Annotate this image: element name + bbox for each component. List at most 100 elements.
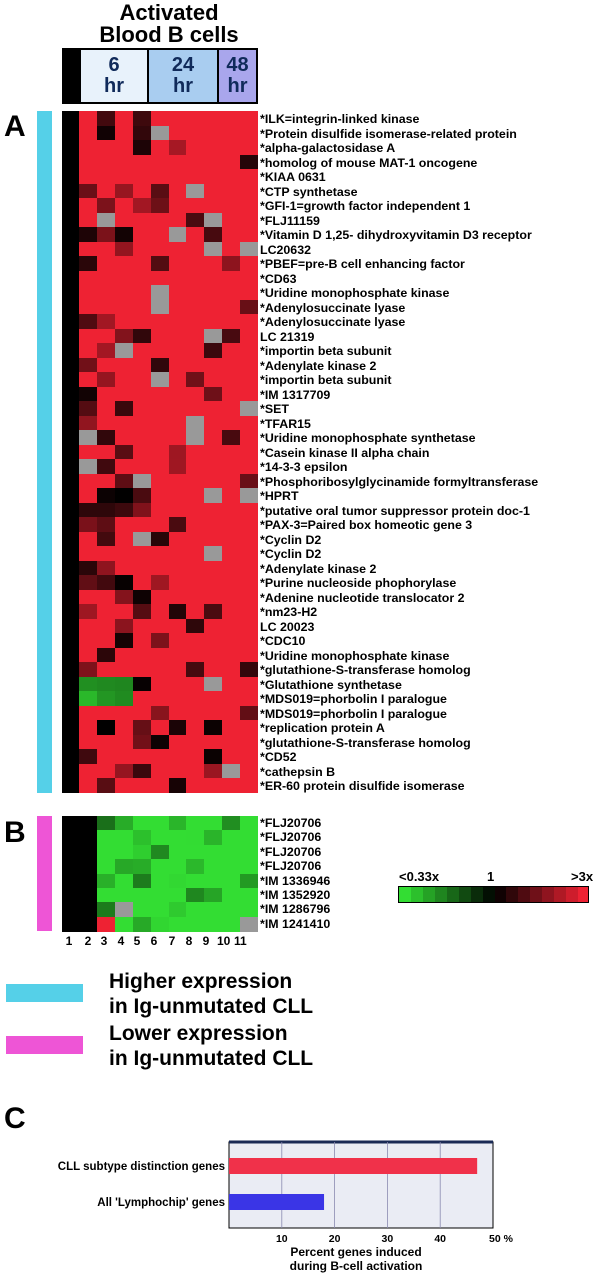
scale-segment — [518, 887, 531, 902]
heatmap-cell — [96, 227, 116, 243]
heatmap-cell — [222, 575, 241, 591]
heatmap-cell — [186, 241, 205, 257]
heatmap-cell — [114, 902, 134, 918]
heatmap-cell — [96, 111, 116, 126]
scale-segment — [566, 887, 579, 902]
heatmap-cell — [204, 749, 223, 765]
heatmap-cell — [240, 734, 259, 750]
heatmap-cell — [204, 887, 223, 903]
heatmap-cell — [62, 575, 80, 591]
heatmap-cell — [132, 844, 152, 860]
gene-label: *FLJ20706 — [260, 830, 322, 845]
gene-label: *Adenylosuccinate lyase — [260, 315, 406, 330]
heatmap-cell — [132, 488, 152, 504]
heatmap-cell — [62, 111, 80, 126]
heatmap-cell — [132, 415, 152, 431]
heatmap-cell — [79, 778, 98, 794]
heatmap-cell — [150, 343, 169, 359]
heatmap-cell — [204, 902, 223, 918]
heatmap-cell — [186, 169, 205, 185]
heatmap-cell — [222, 299, 241, 315]
heatmap-cell — [150, 111, 169, 126]
heatmap-cell — [96, 328, 116, 344]
heatmap-cell — [222, 343, 241, 359]
heatmap-cell — [114, 154, 134, 170]
heatmap-cell — [204, 763, 223, 779]
heatmap-cell — [204, 111, 223, 126]
heatmap-cell — [79, 125, 98, 141]
chart-tick-label: 30 — [382, 1233, 394, 1245]
heatmap-cell — [150, 386, 169, 402]
heatmap-cell — [204, 691, 223, 707]
heatmap-cell — [186, 604, 205, 620]
heatmap-cell — [222, 778, 241, 794]
heatmap-cell — [150, 473, 169, 489]
gene-label: *IM 1352920 — [260, 887, 331, 902]
heatmap-cell — [79, 314, 98, 330]
heatmap-cell — [96, 633, 116, 649]
heatmap-cell — [186, 111, 205, 126]
heatmap-cell — [114, 662, 134, 678]
scale-segment — [399, 887, 412, 902]
heatmap-cell — [186, 198, 205, 214]
gene-label: *CTP synthetase — [260, 184, 358, 199]
heatmap-cell — [96, 314, 116, 330]
heatmap-cell — [168, 227, 187, 243]
heatmap-cell — [114, 111, 134, 126]
gene-label: *cathepsin B — [260, 764, 336, 779]
heatmap-cell — [132, 140, 152, 156]
heatmap-cell — [204, 676, 223, 692]
scale-segment — [506, 887, 519, 902]
heatmap-cell — [186, 299, 205, 315]
heatmap-cell — [79, 299, 98, 315]
heatmap-cell — [168, 546, 187, 562]
heatmap-cell — [96, 285, 116, 301]
heatmap-cell — [240, 343, 259, 359]
heatmap-cell — [186, 444, 205, 460]
heatmap-cell — [132, 212, 152, 228]
heatmap-cell — [79, 502, 98, 518]
heatmap-cell — [168, 575, 187, 591]
heatmap-cell — [62, 299, 80, 315]
heatmap-cell — [150, 887, 169, 903]
heatmap-cell — [150, 517, 169, 533]
heatmap-cell — [114, 887, 134, 903]
heatmap-cell — [114, 372, 134, 388]
legend-lower-line1: Lower expression — [109, 1022, 288, 1045]
heatmap-cell — [79, 691, 98, 707]
heatmap-cell — [79, 169, 98, 185]
heatmap-cell — [240, 299, 259, 315]
heatmap-cell — [186, 778, 205, 794]
heatmap-cell — [132, 633, 152, 649]
heatmap-cell — [204, 816, 223, 831]
heatmap-cell — [62, 531, 80, 547]
heatmap-cell — [79, 560, 98, 576]
heatmap-cell — [204, 386, 223, 402]
heatmap-cell — [114, 343, 134, 359]
heatmap-cell — [222, 154, 241, 170]
heatmap-cell — [204, 473, 223, 489]
heatmap-cell — [114, 314, 134, 330]
gene-label: *Uridine monophosphate synthetase — [260, 431, 476, 446]
scale-segment — [494, 887, 507, 902]
heatmap-cell — [150, 662, 169, 678]
heatmap-cell — [186, 844, 205, 860]
heatmap-cell — [204, 415, 223, 431]
scale-segment — [554, 887, 567, 902]
heatmap-cell — [79, 546, 98, 562]
heatmap-cell — [222, 140, 241, 156]
heatmap-cell — [222, 473, 241, 489]
heatmap-cell — [168, 343, 187, 359]
heatmap-cell — [79, 241, 98, 257]
gene-label: *glutathione-S-transferase homolog — [260, 663, 471, 678]
heatmap-cell — [132, 887, 152, 903]
heatmap-cell — [96, 212, 116, 228]
heatmap-cell — [204, 444, 223, 460]
heatmap-cell — [222, 859, 241, 874]
heatmap-cell — [114, 488, 134, 504]
heatmap-cell — [62, 285, 80, 301]
chart-tick-label: 20 — [329, 1233, 341, 1245]
heatmap-cell — [186, 386, 205, 402]
heatmap-cell — [150, 604, 169, 620]
heatmap-cell — [168, 256, 187, 272]
